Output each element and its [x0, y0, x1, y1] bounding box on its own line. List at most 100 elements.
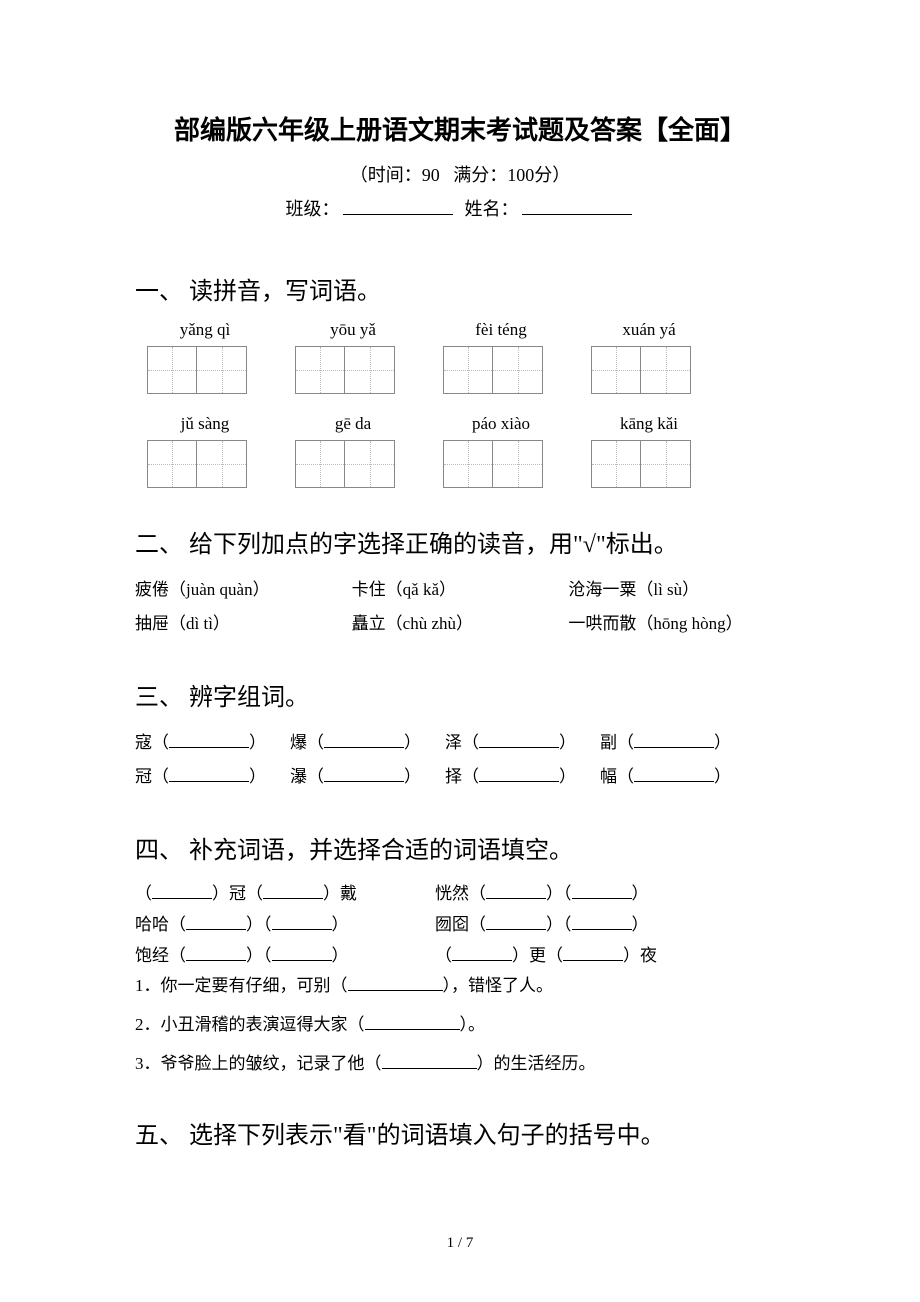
fill-blank[interactable] [169, 747, 249, 748]
fill-blank[interactable] [152, 898, 212, 899]
pinyin-label: gē da [303, 414, 403, 434]
section4-heading: 四、 补充词语，并选择合适的词语填空。 [135, 830, 785, 865]
char-box-pair[interactable] [443, 346, 543, 394]
q2-item: 抽屉（dì tì） [135, 607, 352, 641]
pinyin-row-2: jǔ sàng gē da páo xiào kāng kǎi [135, 414, 785, 434]
q2-row: 抽屉（dì tì） 矗立（chù zhù） 一哄而散（hōng hòng） [135, 607, 785, 641]
paren-close: ） [404, 767, 421, 786]
fill-blank[interactable] [572, 898, 632, 899]
fill-blank[interactable] [324, 747, 404, 748]
q3-row: 冠（ ） 瀑（ ） 择（ ） 幅（ ） [135, 760, 785, 794]
doc-title: 部编版六年级上册语文期末考试题及答案【全面】 [135, 110, 785, 147]
q4-sentence-2: 2．小丑滑稽的表演逗得大家（）。 [135, 1011, 785, 1040]
paren-close: ） [249, 767, 266, 786]
fill-blank[interactable] [572, 929, 632, 930]
text: ）。 [460, 1015, 486, 1034]
paren-close: ） [559, 733, 576, 752]
q3-row: 寇（ ） 爆（ ） 泽（ ） 副（ ） [135, 726, 785, 760]
fill-blank[interactable] [479, 781, 559, 782]
fill-blank[interactable] [486, 898, 546, 899]
fill-blank[interactable] [365, 1029, 460, 1030]
text: ）冠（ [212, 884, 263, 903]
fill-blank[interactable] [186, 960, 246, 961]
text: ）的生活经历。 [477, 1054, 596, 1073]
char-box-pair[interactable] [591, 346, 691, 394]
char-box-pair[interactable] [147, 346, 247, 394]
q2-item: 卡住（qǎ kǎ） [352, 573, 569, 607]
q3-char: 幅（ [600, 767, 634, 786]
fill-blank[interactable] [263, 898, 323, 899]
q4-pair-row: 饱经（）（） （）更（）夜 [135, 941, 785, 966]
q4-pair-row: （）冠（）戴 恍然（）（） [135, 879, 785, 904]
pinyin-label: yōu yǎ [303, 320, 403, 340]
pinyin-label: xuán yá [599, 320, 699, 340]
name-blank[interactable] [522, 214, 632, 215]
score-label: 满分：100分） [453, 165, 570, 185]
fill-blank[interactable] [382, 1068, 477, 1069]
fill-blank[interactable] [486, 929, 546, 930]
paren-close: ） [714, 767, 731, 786]
text: ），错怪了人。 [443, 976, 554, 995]
class-blank[interactable] [343, 214, 453, 215]
char-box-pair[interactable] [147, 440, 247, 488]
pinyin-label: yǎng qì [155, 320, 255, 340]
fill-blank[interactable] [634, 781, 714, 782]
section3-heading: 三、 辨字组词。 [135, 677, 785, 712]
q2-item: 疲倦（juàn quàn） [135, 573, 352, 607]
char-box-pair[interactable] [591, 440, 691, 488]
text: （ [135, 884, 152, 903]
pinyin-row-1: yǎng qì yōu yǎ fèi téng xuán yá [135, 320, 785, 340]
char-box-pair[interactable] [295, 440, 395, 488]
section1-heading: 一、 读拼音，写词语。 [135, 271, 785, 306]
q3-char: 寇（ [135, 733, 169, 752]
char-box-pair[interactable] [295, 346, 395, 394]
fill-blank[interactable] [272, 960, 332, 961]
fill-blank[interactable] [563, 960, 623, 961]
text: ）戴 [323, 884, 357, 903]
text: ） [332, 915, 349, 934]
fill-blank[interactable] [169, 781, 249, 782]
q3-char: 瀑（ [290, 767, 324, 786]
q3-char: 副（ [600, 733, 634, 752]
fill-blank[interactable] [272, 929, 332, 930]
char-box-pair[interactable] [443, 440, 543, 488]
q2-item: 矗立（chù zhù） [352, 607, 569, 641]
text: 1．你一定要有仔细，可别（ [135, 976, 348, 995]
section2-heading: 二、 给下列加点的字选择正确的读音，用"√"标出。 [135, 524, 785, 559]
pinyin-label: fèi téng [451, 320, 551, 340]
text: 饱经（ [135, 946, 186, 965]
q2-item: 一哄而散（hōng hòng） [568, 607, 785, 641]
page-number: 1 / 7 [0, 1235, 920, 1252]
time-label: （时间：90 [350, 165, 440, 185]
paren-close: ） [559, 767, 576, 786]
fill-blank[interactable] [452, 960, 512, 961]
pinyin-label: jǔ sàng [155, 414, 255, 434]
text: ） [332, 946, 349, 965]
pinyin-label: kāng kǎi [599, 414, 699, 434]
text: ）更（ [512, 946, 563, 965]
q3-char: 泽（ [445, 733, 479, 752]
name-label: 姓名： [465, 199, 519, 219]
q3-char: 爆（ [290, 733, 324, 752]
char-box-row-2 [135, 440, 785, 488]
fill-blank[interactable] [186, 929, 246, 930]
paren-close: ） [404, 733, 421, 752]
text: （ [435, 946, 452, 965]
paren-close: ） [714, 733, 731, 752]
fill-blank[interactable] [634, 747, 714, 748]
text: ）（ [546, 884, 572, 903]
section5-heading: 五、 选择下列表示"看"的词语填入句子的括号中。 [135, 1115, 785, 1150]
paren-close: ） [249, 733, 266, 752]
text: ）（ [546, 915, 572, 934]
fill-blank[interactable] [348, 990, 443, 991]
fill-blank[interactable] [479, 747, 559, 748]
char-box-row-1 [135, 346, 785, 394]
text: ）（ [246, 946, 272, 965]
text: 囫囵（ [435, 915, 486, 934]
q3-char: 冠（ [135, 767, 169, 786]
text: ）（ [246, 915, 272, 934]
fill-blank[interactable] [324, 781, 404, 782]
q4-pair-row: 哈哈（）（） 囫囵（）（） [135, 910, 785, 935]
q3-char: 择（ [445, 767, 479, 786]
q2-row: 疲倦（juàn quàn） 卡住（qǎ kǎ） 沧海一粟（lì sù） [135, 573, 785, 607]
